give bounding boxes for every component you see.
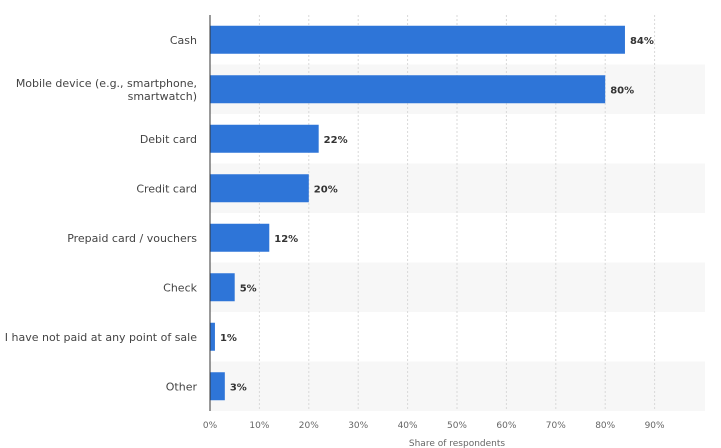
bar [210, 174, 309, 203]
value-label: 80% [610, 85, 634, 96]
x-tick-labels: 0% 10% 20% 30% 40% 50% 60% 70% 80% 90% [203, 421, 665, 431]
bar [210, 223, 270, 252]
x-tick-label: 50% [447, 421, 467, 431]
category-label: Credit card [136, 182, 197, 195]
category-label-line: smartwatch) [128, 90, 197, 103]
x-axis-title: Share of respondents [409, 439, 506, 448]
category-label-line: Mobile device (e.g., smartphone, [16, 77, 197, 90]
value-labels: 84% 80% 22% 20% 12% 5% 1% 3% [220, 36, 654, 394]
category-labels: Cash Mobile device (e.g., smartphone, smar… [5, 34, 198, 394]
bar [210, 124, 319, 153]
category-label: Cash [170, 34, 197, 47]
category-label-line: Cash [170, 34, 197, 47]
x-tick-label: 20% [299, 421, 319, 431]
bar [210, 75, 606, 104]
value-label: 5% [240, 283, 257, 294]
x-tick-label: 70% [546, 421, 566, 431]
category-label-line: I have not paid at any point of sale [5, 331, 197, 344]
category-label: Check [163, 281, 197, 294]
value-label: 20% [314, 184, 338, 195]
value-label: 12% [274, 234, 298, 245]
category-label-line: Credit card [136, 182, 197, 195]
category-label: I have not paid at any point of sale [5, 331, 197, 344]
x-tick-label: 80% [595, 421, 615, 431]
category-label: Debit card [140, 133, 197, 146]
row-band [210, 361, 705, 411]
bar [210, 25, 625, 54]
value-label: 22% [324, 135, 348, 146]
value-label: 3% [230, 382, 247, 393]
value-label: 1% [220, 333, 237, 344]
x-tick-label: 40% [398, 421, 418, 431]
bar [210, 322, 215, 351]
value-label: 84% [630, 36, 654, 47]
x-tick-label: 0% [203, 421, 218, 431]
category-label: Other [166, 380, 198, 393]
category-label-line: Check [163, 281, 197, 294]
category-label-line: Debit card [140, 133, 197, 146]
x-tick-label: 60% [496, 421, 516, 431]
category-label: Prepaid card / vouchers [67, 232, 197, 245]
category-label: Mobile device (e.g., smartphone, smartwat… [16, 77, 197, 103]
bar [210, 273, 235, 302]
x-tick-label: 90% [645, 421, 665, 431]
bars [210, 25, 625, 401]
x-tick-label: 10% [249, 421, 269, 431]
bar [210, 372, 225, 401]
category-label-line: Prepaid card / vouchers [67, 232, 197, 245]
x-tick-label: 30% [348, 421, 368, 431]
category-label-line: Other [166, 380, 198, 393]
